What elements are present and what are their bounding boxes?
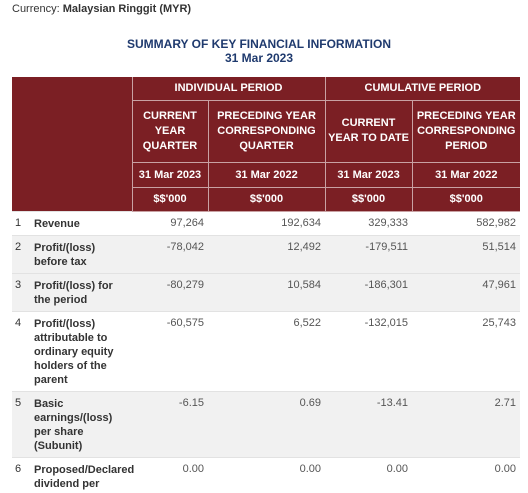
table-cell: 25,743: [412, 310, 521, 391]
table-cell: -186,301: [325, 272, 413, 311]
table-row: 4 Profit/(loss) attributable to ordinary…: [12, 310, 521, 391]
table-cell: -132,015: [325, 310, 413, 391]
row-number: 3: [12, 272, 30, 311]
table-cell: -60,575: [132, 310, 208, 391]
table-cell: 12,492: [208, 234, 326, 273]
table-cell: 47,961: [412, 272, 521, 311]
table-cell: -6.15: [132, 390, 208, 457]
table-cell: 0.00: [132, 456, 208, 493]
row-label: Profit/(loss) before tax: [30, 234, 132, 273]
table-cell: 0.00: [208, 456, 326, 493]
table-row: 2 Profit/(loss) before tax -78,042 12,49…: [12, 234, 521, 273]
row-label: Profit/(loss) for the period: [30, 272, 132, 311]
table-cell: 582,982: [412, 210, 521, 235]
table-cell: -179,511: [325, 234, 413, 273]
table-cell: 2.71: [412, 390, 521, 457]
table-cell: -80,279: [132, 272, 208, 311]
row-label: Profit/(loss) attributable to ordinary e…: [30, 310, 132, 391]
group-cumulative-period: CUMULATIVE PERIOD: [324, 77, 521, 101]
table-cell: 0.00: [412, 456, 521, 493]
row-number: 6: [12, 456, 30, 493]
page-title: SUMMARY OF KEY FINANCIAL INFORMATION 31 …: [0, 37, 518, 65]
table-cell: 0.69: [208, 390, 326, 457]
table-cell: 329,333: [325, 210, 413, 235]
row-number: 5: [12, 390, 30, 457]
row-label: Revenue: [30, 210, 132, 235]
table-row: 5 Basic earnings/(loss) per share (Subun…: [12, 390, 521, 457]
title-line-1: SUMMARY OF KEY FINANCIAL INFORMATION: [127, 37, 391, 51]
table-row: 6 Proposed/Declared dividend per share (…: [12, 456, 521, 493]
column-unit: $$'000: [411, 187, 521, 212]
group-individual-period: INDIVIDUAL PERIOD: [131, 77, 326, 101]
table-row: 1 Revenue 97,264 192,634 329,333 582,982: [12, 210, 521, 235]
column-unit: $$'000: [207, 187, 326, 212]
table-row: 3 Profit/(loss) for the period -80,279 1…: [12, 272, 521, 311]
table-cell: 10,584: [208, 272, 326, 311]
table-cell: -78,042: [132, 234, 208, 273]
table-cell: 97,264: [132, 210, 208, 235]
column-date: 31 Mar 2023: [324, 162, 413, 188]
row-label: Proposed/Declared dividend per share (Su…: [30, 456, 134, 493]
row-number: 1: [12, 210, 30, 235]
column-header: CURRENT YEAR QUARTER: [131, 100, 208, 163]
table-cell: 6,522: [208, 310, 326, 391]
column-date: 31 Mar 2022: [207, 162, 326, 188]
column-date: 31 Mar 2023: [131, 162, 208, 188]
currency-label: Currency:: [12, 3, 60, 15]
row-number: 4: [12, 310, 30, 391]
table-cell: 192,634: [208, 210, 326, 235]
column-unit: $$'000: [324, 187, 413, 212]
currency-value: Malaysian Ringgit (MYR): [62, 3, 192, 15]
column-date: 31 Mar 2022: [411, 162, 521, 188]
table-cell: -13.41: [325, 390, 413, 457]
financial-summary-table: INDIVIDUAL PERIOD CUMULATIVE PERIOD CURR…: [12, 77, 521, 493]
row-number: 2: [12, 234, 30, 273]
column-header: PRECEDING YEAR CORRESPONDING QUARTER: [207, 100, 326, 163]
currency-line: Currency: Malaysian Ringgit (MYR): [12, 3, 191, 15]
column-unit: $$'000: [131, 187, 208, 212]
title-line-2: 31 Mar 2023: [224, 51, 294, 65]
column-header: PRECEDING YEAR CORRESPONDING PERIOD: [411, 100, 521, 163]
header-corner: [12, 77, 132, 211]
column-header: CURRENT YEAR TO DATE: [324, 100, 413, 163]
row-label: Basic earnings/(loss) per share (Subunit…: [30, 390, 132, 457]
table-cell: 51,514: [412, 234, 521, 273]
table-cell: 0.00: [325, 456, 413, 493]
